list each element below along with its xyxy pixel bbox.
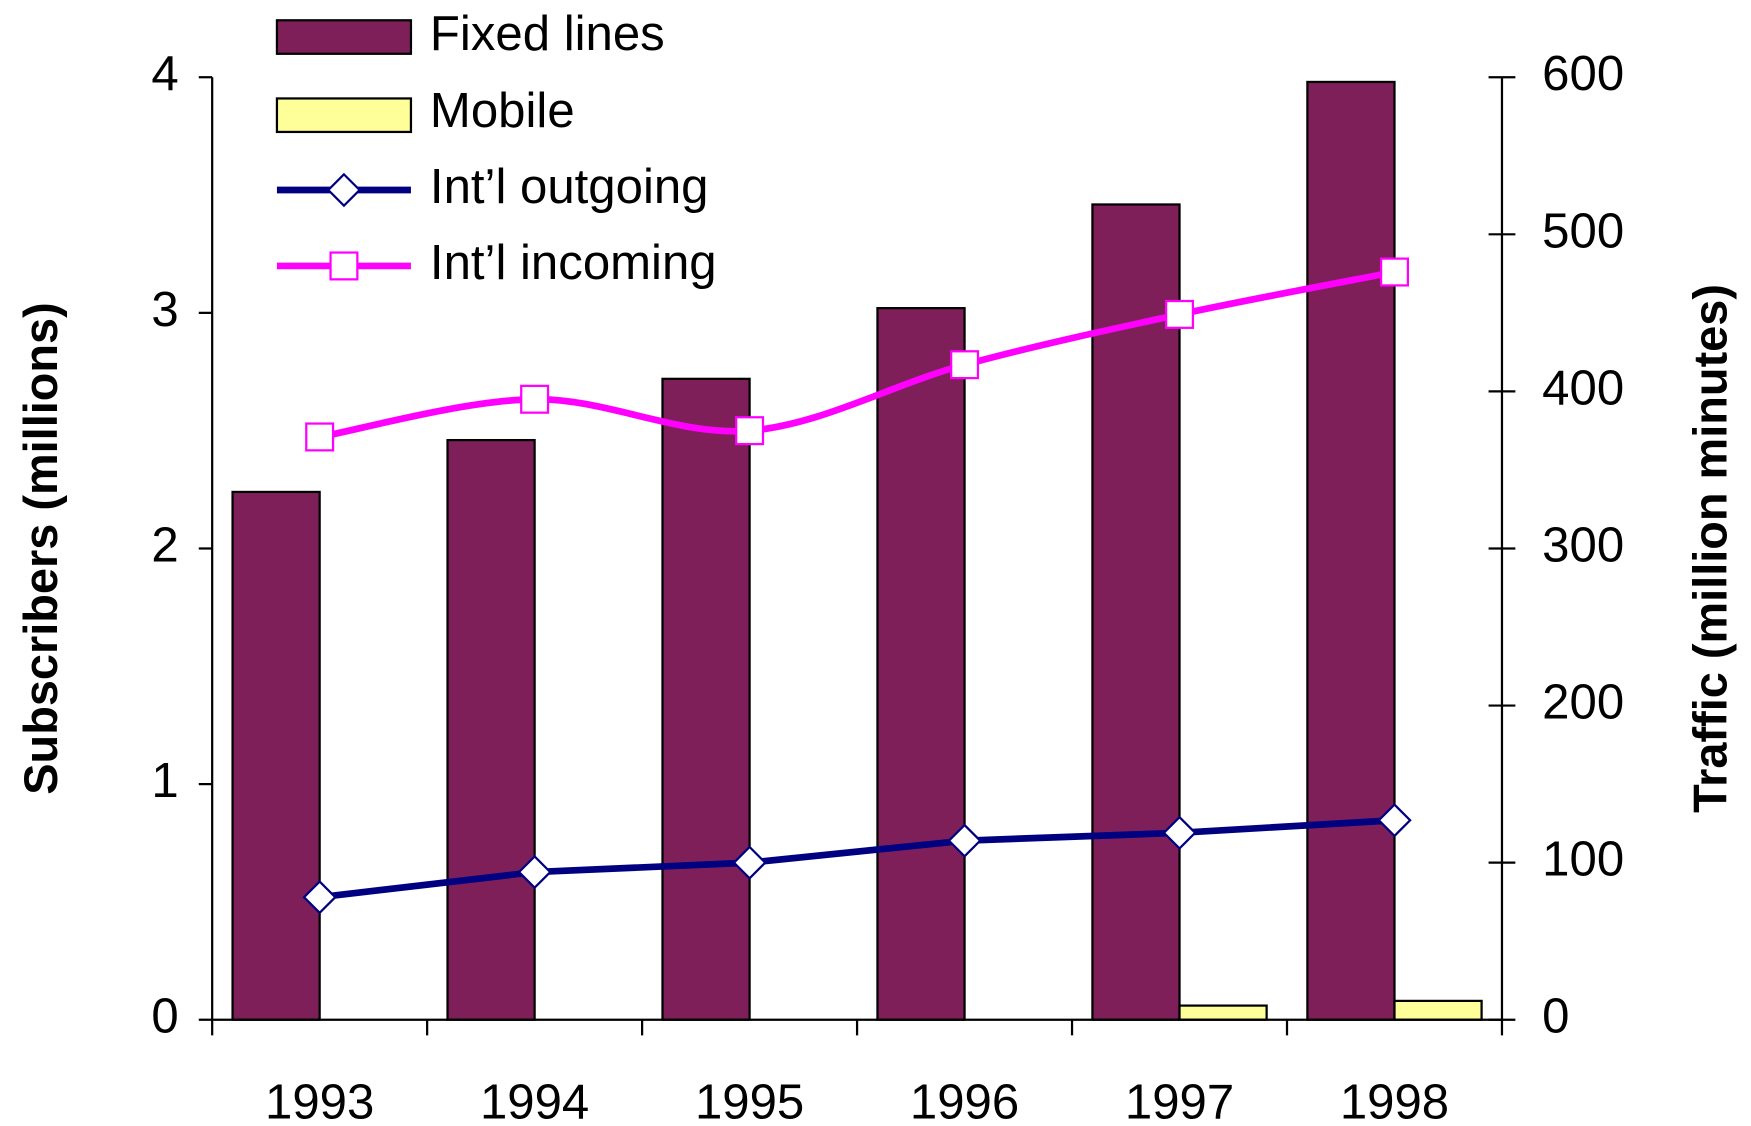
marker (1162, 815, 1197, 851)
x-tick-label: 1995 (695, 1076, 804, 1126)
y-axis-title: Subscribers (millions) (15, 302, 67, 794)
marker (735, 416, 765, 446)
legend-label: Mobile (430, 84, 575, 138)
y2-tick-label: 100 (1542, 833, 1624, 887)
legend-swatch (275, 19, 413, 55)
marker (302, 879, 337, 915)
y2-tick-label: 300 (1542, 518, 1624, 572)
legend-label: Int’l outgoing (430, 160, 709, 214)
y-tick-label: 2 (151, 518, 178, 572)
legend-marker (329, 251, 359, 281)
y2-tick-label: 200 (1542, 676, 1624, 730)
legend-marker (326, 172, 362, 208)
x-tick-label: 1993 (265, 1076, 374, 1126)
bar (876, 307, 966, 1021)
marker (1377, 803, 1412, 838)
y-tick-label: 4 (151, 47, 178, 101)
bar (446, 438, 536, 1021)
bar (661, 377, 751, 1021)
legend: Fixed lines Mobile Int’l outgoing Int’l … (275, 7, 717, 290)
bar (1091, 203, 1181, 1021)
series-line (319, 268, 1396, 441)
x-tick-label: 1994 (480, 1076, 589, 1126)
x-tick-label: 1996 (910, 1076, 1019, 1126)
y2-tick-label: 400 (1542, 361, 1624, 415)
marker (517, 854, 552, 890)
marker (950, 350, 980, 380)
y2-tick-label: 500 (1542, 204, 1624, 258)
bar (231, 490, 321, 1021)
bar (1178, 1004, 1268, 1021)
legend-label: Fixed lines (430, 7, 665, 61)
marker (732, 845, 767, 880)
y-tick-label: 3 (151, 283, 178, 337)
x-tick-label: 1998 (1340, 1076, 1449, 1126)
x-tick-label: 1997 (1125, 1076, 1234, 1126)
marker (305, 422, 335, 452)
bar (1393, 999, 1483, 1021)
marker (520, 384, 550, 414)
y-tick-label: 1 (151, 754, 178, 808)
y2-tick-label: 0 (1542, 990, 1569, 1044)
marker (1165, 299, 1195, 329)
y2-axis-title: Traffic (million minutes) (1685, 284, 1737, 813)
marker (1379, 257, 1410, 287)
marker (947, 823, 982, 858)
legend-swatch (275, 97, 413, 134)
y-tick-label: 0 (151, 990, 178, 1044)
series-line (319, 816, 1395, 901)
legend-label: Int’l incoming (430, 236, 717, 290)
bar (1306, 80, 1396, 1021)
y2-tick-label: 600 (1542, 47, 1624, 101)
